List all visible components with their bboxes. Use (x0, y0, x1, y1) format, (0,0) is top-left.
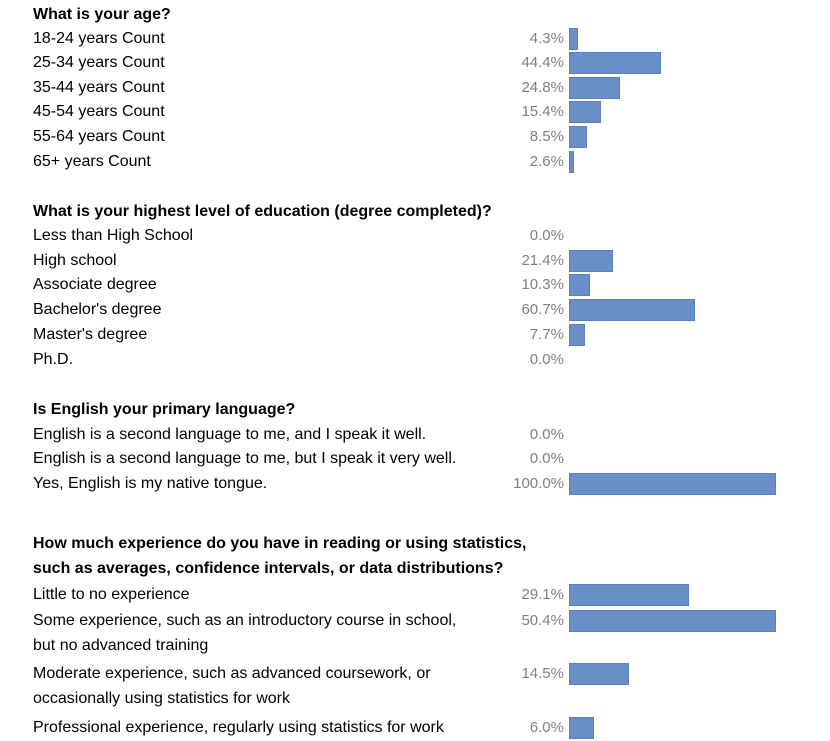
section-title: What is your age? (33, 6, 171, 23)
category-label: Associate degree (33, 276, 157, 293)
category-label: Bachelor's degree (33, 301, 162, 318)
category-label: Professional experience, regularly using… (33, 719, 444, 736)
bar (569, 274, 590, 296)
value-label: 10.3% (521, 276, 564, 293)
value-label: 24.8% (521, 79, 564, 96)
value-label: 7.7% (529, 326, 564, 343)
value-label: 29.1% (521, 586, 564, 603)
bar (569, 77, 620, 99)
value-label: 2.6% (529, 153, 564, 170)
value-label: 8.5% (529, 128, 564, 145)
bar (569, 717, 594, 739)
category-label: Yes, English is my native tongue. (33, 475, 268, 492)
category-label: but no advanced training (33, 637, 209, 654)
category-label: Some experience, such as an introductory… (33, 612, 457, 629)
category-label: Less than High School (33, 227, 194, 244)
value-label: 60.7% (521, 301, 564, 318)
bar (569, 584, 689, 606)
value-label: 4.3% (529, 30, 564, 47)
value-label: 21.4% (521, 252, 564, 269)
category-label: Little to no experience (33, 586, 190, 603)
value-label: 100.0% (513, 475, 564, 492)
category-label: Moderate experience, such as advanced co… (33, 665, 431, 682)
value-label: 0.0% (529, 351, 564, 368)
bar (569, 250, 613, 272)
bar (569, 52, 661, 74)
category-label: occasionally using statistics for work (33, 690, 290, 707)
section-title: Is English your primary language? (33, 401, 296, 418)
bar (569, 324, 585, 346)
value-label: 15.4% (521, 103, 564, 120)
bar (569, 126, 587, 148)
section-title: such as averages, confidence intervals, … (33, 560, 504, 577)
bar (569, 663, 629, 685)
value-label: 0.0% (529, 426, 564, 443)
bar (569, 610, 776, 632)
value-label: 6.0% (529, 719, 564, 736)
category-label: 55-64 years Count (33, 128, 165, 145)
category-label: 18-24 years Count (33, 30, 165, 47)
category-label: English is a second language to me, and … (33, 426, 427, 443)
bar (569, 101, 601, 123)
bar (569, 473, 776, 495)
bar (569, 28, 578, 50)
category-label: 25-34 years Count (33, 54, 165, 71)
category-label: English is a second language to me, but … (33, 450, 457, 467)
value-label: 0.0% (529, 227, 564, 244)
bar (569, 151, 574, 173)
category-label: Master's degree (33, 326, 148, 343)
section-title: How much experience do you have in readi… (33, 535, 527, 552)
bar (569, 299, 695, 321)
value-label: 14.5% (521, 665, 564, 682)
value-label: 50.4% (521, 612, 564, 629)
category-label: 35-44 years Count (33, 79, 165, 96)
category-label: 45-54 years Count (33, 103, 165, 120)
section-title: What is your highest level of education … (33, 203, 492, 220)
category-label: High school (33, 252, 117, 269)
value-label: 44.4% (521, 54, 564, 71)
category-label: Ph.D. (33, 351, 74, 368)
value-label: 0.0% (529, 450, 564, 467)
category-label: 65+ years Count (33, 153, 151, 170)
